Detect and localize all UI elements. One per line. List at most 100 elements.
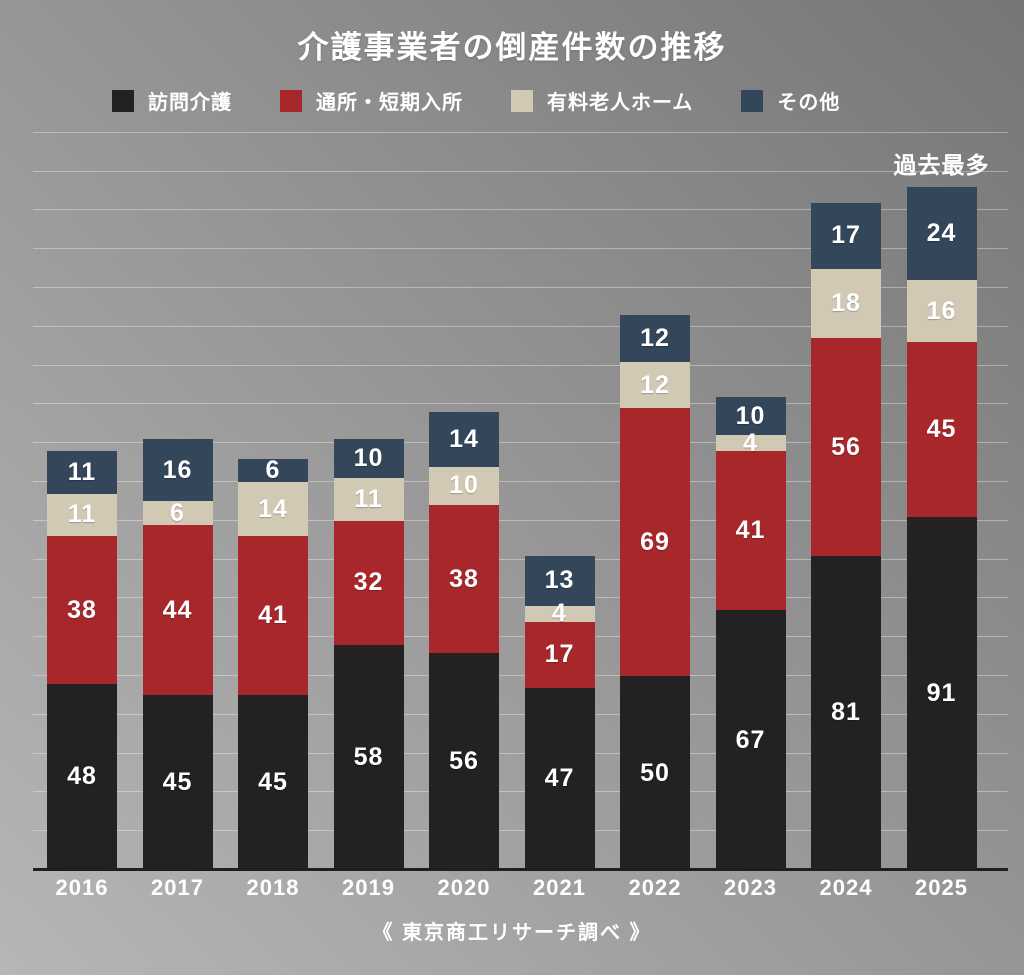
bar-2019: 58 32 11 10 xyxy=(333,439,404,870)
gridline xyxy=(33,325,1008,327)
gridline xyxy=(33,364,1008,366)
segment-value: 13 xyxy=(544,566,575,595)
legend: 訪問介護 通所・短期入所 有料老人ホーム その他 xyxy=(112,86,840,115)
segment-value: 45 xyxy=(162,768,193,797)
legend-item-sonota: その他 xyxy=(741,86,840,115)
plot-area: 48 38 11 11 45 44 6 16 45 41 14 6 58 32 11 10 56 38 10 14 47… xyxy=(33,100,1008,871)
legend-swatch-navy xyxy=(741,89,764,112)
segment-value: 41 xyxy=(735,516,766,544)
segment-value: 11 xyxy=(67,500,97,529)
bar-segment: 14 xyxy=(429,412,499,467)
gridline xyxy=(33,481,1008,482)
segment-value: 45 xyxy=(258,768,288,797)
bar-segment: 10 xyxy=(333,439,404,479)
x-axis-label: 2018 xyxy=(246,875,300,900)
bar-segment: 14 xyxy=(238,482,308,537)
segment-value: 24 xyxy=(926,219,957,248)
x-axis-label: 2017 xyxy=(151,875,204,900)
gridline xyxy=(33,830,1008,832)
gridline xyxy=(33,519,1008,521)
x-axis-label: 2020 xyxy=(437,875,491,900)
chart-title: 介護事業者の倒産件数の推移 xyxy=(297,30,727,65)
bar-segment: 4 xyxy=(715,430,786,455)
segment-value: 18 xyxy=(831,289,861,318)
x-axis-label: 2023 xyxy=(724,875,777,900)
bar-segment: 17 xyxy=(524,621,595,688)
bar-segment: 81 xyxy=(811,555,881,870)
bar-segment: 16 xyxy=(906,280,977,343)
bar-segment: 58 xyxy=(333,644,404,870)
bar-segment: 32 xyxy=(333,520,404,645)
gridline xyxy=(33,791,1008,793)
gridline xyxy=(33,170,1008,172)
segment-value: 11 xyxy=(67,457,97,486)
bar-2022: 50 69 12 12 xyxy=(620,315,690,870)
legend-swatch-red xyxy=(280,89,302,112)
segment-value: 48 xyxy=(67,762,97,791)
segment-value: 4 xyxy=(552,599,567,628)
segment-value: 11 xyxy=(354,484,383,513)
segment-value: 91 xyxy=(926,678,957,707)
bar-segment: 41 xyxy=(238,536,308,696)
bar-segment: 45 xyxy=(238,695,308,870)
bar-segment: 45 xyxy=(142,695,213,870)
gridline xyxy=(33,248,1008,250)
gridline xyxy=(33,675,1008,676)
bar-segment: 56 xyxy=(811,338,881,556)
segment-value: 44 xyxy=(162,595,193,624)
bar-segment: 11 xyxy=(47,493,117,537)
segment-value: 12 xyxy=(640,323,670,352)
legend-label: 通所・短期入所 xyxy=(316,92,463,114)
bar-segment: 12 xyxy=(620,315,690,362)
bar-segment: 48 xyxy=(47,683,117,870)
bars: 48 38 11 11 45 44 6 16 45 41 14 6 58 32 11 10 56 38 10 14 47… xyxy=(47,152,989,870)
legend-label: 訪問介護 xyxy=(148,92,232,114)
bar-2017: 45 44 6 16 xyxy=(142,439,213,870)
gridline xyxy=(33,209,1008,211)
bar-segment: 10 xyxy=(429,466,499,506)
legend-label: その他 xyxy=(777,92,841,114)
segment-value: 16 xyxy=(162,455,193,484)
bar-segment: 47 xyxy=(524,687,595,870)
legend-item-houmon-kaigo: 訪問介護 xyxy=(112,86,232,115)
gridline xyxy=(33,752,1008,754)
segment-value: 17 xyxy=(831,221,861,250)
segment-value: 10 xyxy=(735,401,766,430)
bar-segment: 56 xyxy=(429,652,499,870)
segment-value: 38 xyxy=(449,564,479,593)
bar-segment: 16 xyxy=(142,439,213,502)
segment-value: 14 xyxy=(449,424,479,453)
gridline xyxy=(33,403,1008,405)
bar-segment: 12 xyxy=(620,361,690,409)
x-axis-label: 2024 xyxy=(819,875,873,900)
legend-swatch-black xyxy=(112,89,134,112)
bar-segment: 24 xyxy=(906,187,977,281)
segment-value: 67 xyxy=(735,725,766,754)
bar-segment: 50 xyxy=(620,676,690,870)
record-high-annotation: 過去最多 xyxy=(893,152,990,179)
bar-segment: 38 xyxy=(429,505,499,653)
x-axis-line xyxy=(33,868,1008,871)
bar-segment: 11 xyxy=(333,478,404,521)
segment-value: 4 xyxy=(743,428,758,457)
segment-value: 32 xyxy=(353,568,384,597)
segment-value: 69 xyxy=(640,527,670,556)
bar-segment: 18 xyxy=(811,268,881,339)
bar-segment: 13 xyxy=(524,555,595,607)
bar-segment: 67 xyxy=(715,610,786,870)
bar-segment: 17 xyxy=(811,202,881,269)
segment-value: 10 xyxy=(449,471,479,500)
gridline xyxy=(33,442,1008,444)
bar-2016: 48 38 11 11 xyxy=(47,450,117,870)
x-axis-label: 2022 xyxy=(628,875,682,900)
segment-value: 16 xyxy=(926,296,957,325)
bar-segment: 38 xyxy=(47,536,117,684)
bar-2020: 56 38 10 14 xyxy=(429,412,499,870)
source-note: 《 東京商工リサーチ調べ 》 xyxy=(372,922,652,944)
bar-2025: 91 45 16 24 過去最多 xyxy=(894,152,989,870)
gridline xyxy=(33,597,1008,599)
segment-value: 17 xyxy=(544,640,575,669)
x-axis-label: 2016 xyxy=(55,875,109,900)
segment-value: 10 xyxy=(353,444,384,473)
